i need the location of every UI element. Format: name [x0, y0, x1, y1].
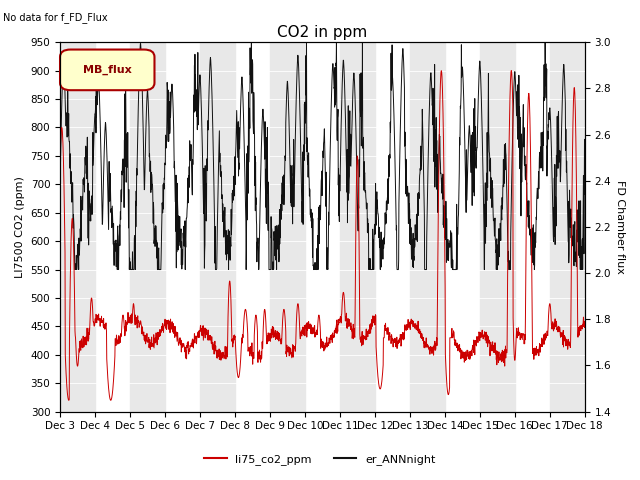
- Legend: li75_co2_ppm, er_ANNnight: li75_co2_ppm, er_ANNnight: [200, 450, 440, 469]
- Bar: [270, 42, 305, 412]
- Bar: [480, 42, 515, 412]
- Bar: [410, 42, 445, 412]
- Title: CO2 in ppm: CO2 in ppm: [277, 24, 367, 39]
- Text: No data for f_FD_Flux: No data for f_FD_Flux: [3, 12, 108, 23]
- Y-axis label: FD Chamber flux: FD Chamber flux: [615, 180, 625, 274]
- Y-axis label: LI7500 CO2 (ppm): LI7500 CO2 (ppm): [15, 176, 25, 278]
- Bar: [550, 42, 585, 412]
- Bar: [340, 42, 375, 412]
- Bar: [200, 42, 235, 412]
- FancyBboxPatch shape: [60, 49, 154, 90]
- Bar: [60, 42, 95, 412]
- Text: MB_flux: MB_flux: [83, 65, 132, 75]
- Bar: [130, 42, 165, 412]
